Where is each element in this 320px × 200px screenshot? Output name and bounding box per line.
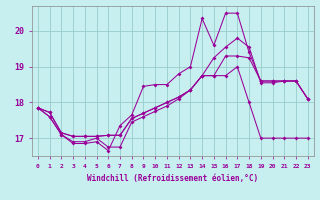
X-axis label: Windchill (Refroidissement éolien,°C): Windchill (Refroidissement éolien,°C)	[87, 174, 258, 183]
